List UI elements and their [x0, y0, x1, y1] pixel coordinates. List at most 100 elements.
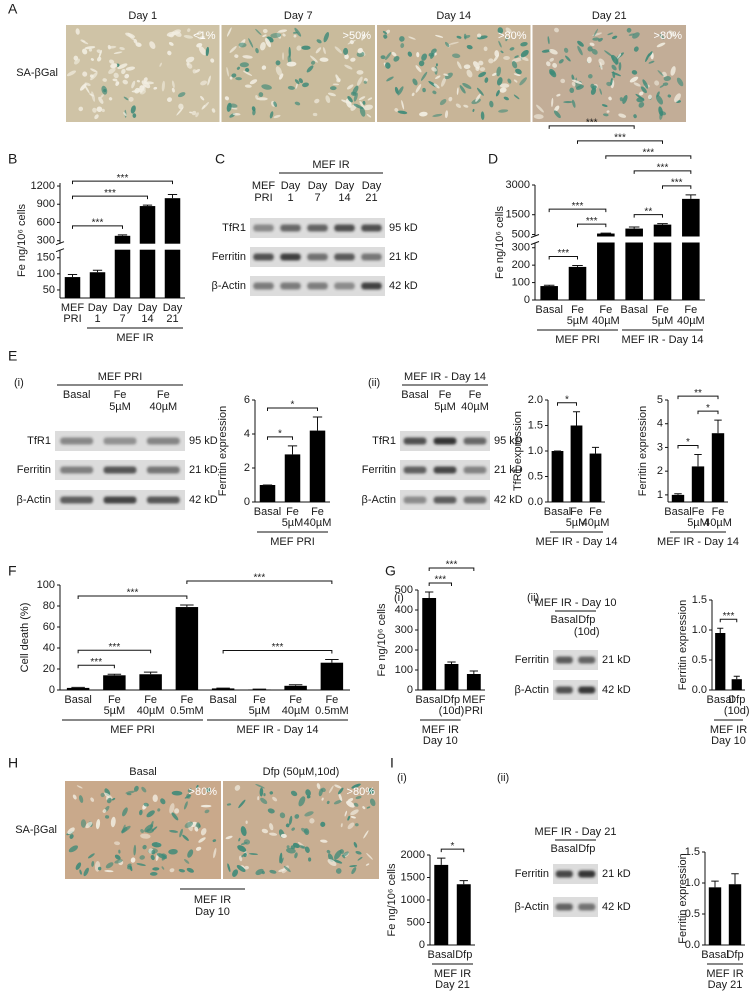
cell-texture: [334, 784, 342, 789]
cell-texture: [498, 109, 509, 113]
cell-texture: [289, 815, 293, 825]
blot-size-label: 42 kD: [189, 494, 218, 506]
cell-texture: [102, 809, 107, 813]
cell-texture: [314, 98, 320, 104]
percent-label: >80%: [347, 786, 376, 798]
cell-texture: [407, 51, 413, 57]
cell-texture: [394, 86, 399, 95]
cell-texture: [327, 92, 336, 97]
cell-texture: [133, 38, 138, 44]
x-tick-label: Basal: [64, 694, 92, 706]
cell-texture: [132, 113, 137, 118]
cell-texture: [618, 62, 622, 71]
x-tick-label: Basal: [209, 694, 237, 706]
y-tick-label: 1.0: [528, 445, 543, 457]
cell-texture: [367, 97, 373, 101]
y-tick-label: 6: [244, 394, 250, 406]
cell-texture: [150, 854, 155, 861]
cell-texture: [318, 788, 323, 797]
lane-label: 40µM: [461, 401, 489, 413]
cell-texture: [285, 823, 290, 828]
cell-texture: [238, 799, 246, 809]
blot-band: [103, 466, 137, 474]
cell-texture: [659, 110, 663, 120]
y-tick-label: 20: [43, 663, 55, 675]
cell-texture: [320, 839, 328, 843]
cell-texture: [385, 29, 391, 34]
cell-texture: [302, 82, 309, 88]
cell-texture: [520, 49, 529, 58]
cell-texture: [152, 794, 158, 803]
significance-bracket: [548, 208, 607, 213]
cell-texture: [107, 44, 111, 50]
cell-texture: [133, 844, 137, 856]
cell-texture: [257, 97, 268, 101]
cell-texture: [648, 60, 655, 64]
cell-texture: [366, 806, 371, 809]
cell-texture: [334, 46, 343, 54]
bar: [139, 674, 162, 690]
cell-texture: [655, 94, 664, 105]
lane-label: Basal: [550, 843, 578, 855]
cell-texture: [66, 70, 77, 77]
blot-band: [578, 686, 596, 694]
blot-band: [146, 496, 180, 504]
y-tick-label: 100: [37, 268, 55, 280]
cell-texture: [601, 104, 608, 107]
blot-strip: [553, 864, 598, 884]
blot-size-label: 42 kD: [602, 901, 631, 913]
cell-texture: [232, 869, 239, 877]
cell-texture: [335, 74, 341, 83]
error-bar: [572, 411, 581, 426]
lane-label: Fe: [114, 389, 127, 401]
cell-texture: [611, 71, 622, 77]
row-label: SA-βGal: [15, 824, 57, 836]
x-tick-label: Fe: [692, 506, 705, 518]
cell-texture: [327, 859, 337, 866]
cell-texture: [211, 108, 216, 113]
cell-texture: [496, 66, 502, 77]
y-tick-label: 1.5: [528, 419, 543, 431]
cell-texture: [255, 47, 259, 54]
cell-texture: [507, 78, 512, 84]
cell-texture: [118, 849, 121, 854]
cell-texture: [136, 863, 146, 866]
significance-bracket: [677, 445, 699, 449]
cell-texture: [431, 67, 437, 72]
cell-texture: [432, 90, 437, 95]
blot-band: [403, 466, 427, 474]
bar: [320, 662, 344, 690]
cell-texture: [316, 783, 321, 790]
blot-band: [578, 656, 596, 664]
cell-texture: [484, 77, 489, 83]
cell-texture: [280, 857, 284, 864]
blot-row-label: β-Actin: [17, 494, 51, 506]
significance-label: ***: [657, 163, 669, 174]
cell-texture: [553, 110, 561, 119]
cell-texture: [96, 56, 102, 62]
cell-texture: [444, 72, 453, 80]
cell-texture: [179, 828, 183, 838]
panel-label: F: [8, 563, 17, 579]
cell-texture: [110, 816, 116, 828]
y-tick-label: 0: [49, 684, 55, 696]
cell-texture: [554, 27, 559, 33]
cell-texture: [663, 76, 672, 82]
bar: [671, 494, 685, 502]
x-tick-label: MEF: [462, 694, 486, 706]
cell-texture: [294, 814, 300, 819]
cell-texture: [628, 33, 635, 36]
cell-texture: [645, 53, 650, 62]
bar: [66, 687, 90, 690]
cell-texture: [143, 802, 149, 807]
cell-texture: [262, 28, 268, 34]
cell-texture: [202, 101, 209, 109]
cell-texture: [363, 80, 367, 84]
x-tick-label: Basal: [254, 506, 282, 518]
cell-texture: [342, 851, 349, 857]
cell-texture: [296, 45, 302, 51]
x-tick-label: Day: [88, 302, 108, 314]
x-tick-label: PRI: [63, 313, 81, 325]
error-bar: [143, 671, 158, 675]
